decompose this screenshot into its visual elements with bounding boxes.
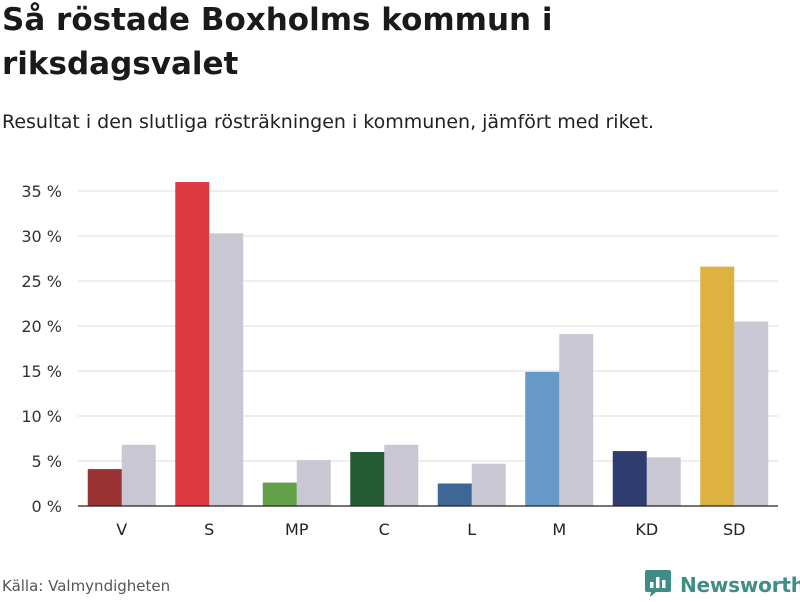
chart-title: Så röstade Boxholms kommun i riksdagsval…: [2, 2, 553, 82]
newsworthy-logo[interactable]: Newsworthy: [644, 568, 800, 602]
bars: [87, 182, 769, 507]
brand-name: Newsworthy: [680, 573, 800, 597]
chart-subtitle: Resultat i den slutliga rösträkningen i …: [2, 111, 655, 133]
x-tick-label: L: [467, 520, 476, 539]
bar-kommun: [350, 452, 385, 506]
bar-kommun: [612, 451, 647, 506]
bar-kommun: [175, 182, 210, 506]
x-tick-label: SD: [723, 520, 745, 539]
y-tick-label: 5 %: [32, 452, 62, 471]
y-tick-label: 35 %: [21, 182, 62, 201]
x-tick-label: C: [379, 520, 390, 539]
bar-kommun: [262, 482, 297, 506]
bar-kommun: [87, 469, 122, 506]
y-tick-label: 0 %: [32, 497, 62, 516]
y-axis-ticks: 0 % 5 % 10 % 15 % 20 % 25 % 30 % 35 %: [21, 182, 62, 516]
bar-riket: [296, 460, 331, 506]
bar-riket: [734, 321, 769, 506]
bar-riket: [209, 233, 244, 507]
bar-riket: [559, 334, 594, 506]
bar-kommun: [525, 371, 560, 506]
bar-chart-speech-bubble-icon: [644, 568, 672, 602]
x-tick-label: M: [552, 520, 566, 539]
x-tick-label: MP: [285, 520, 309, 539]
source-note: Källa: Valmyndigheten: [2, 577, 171, 595]
x-tick-label: V: [116, 520, 127, 539]
y-tick-label: 10 %: [21, 407, 62, 426]
y-tick-label: 15 %: [21, 362, 62, 381]
x-axis-labels: V S MP C L M KD SD: [116, 520, 745, 539]
bar-riket: [121, 444, 156, 506]
bar-kommun: [437, 483, 472, 506]
bar-riket: [471, 463, 506, 506]
x-tick-label: KD: [635, 520, 658, 539]
bar-kommun: [700, 266, 735, 506]
bar-riket: [384, 444, 419, 506]
bar-riket: [646, 457, 681, 506]
y-tick-label: 20 %: [21, 317, 62, 336]
y-tick-label: 25 %: [21, 272, 62, 291]
x-tick-label: S: [204, 520, 214, 539]
y-tick-label: 30 %: [21, 227, 62, 246]
